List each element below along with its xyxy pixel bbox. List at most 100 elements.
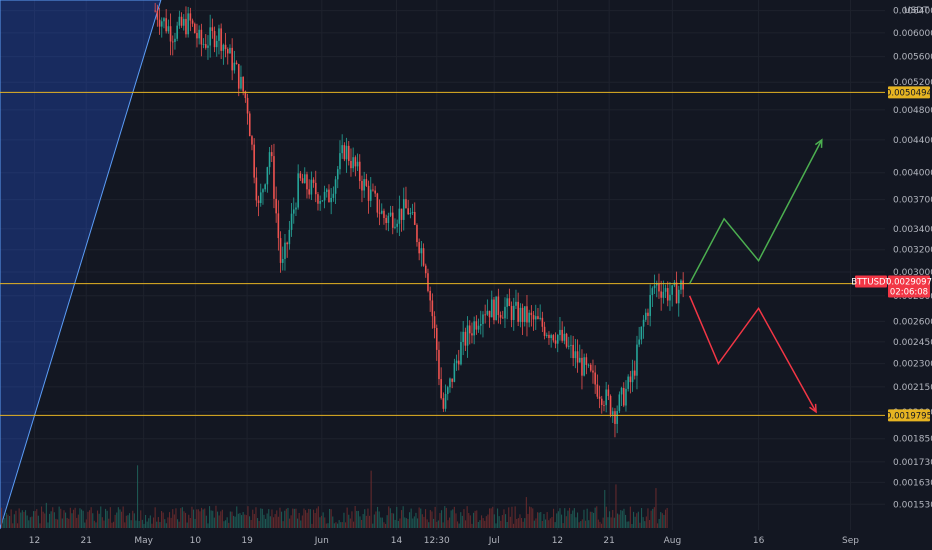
volume-bars <box>1 465 668 528</box>
volume-bar <box>169 512 171 528</box>
time-tick-label: Jun <box>314 536 329 546</box>
volume-bar <box>207 523 209 528</box>
price-badges: 0.00504940.00290050.0019795BTTUSDT0.0029… <box>851 86 932 422</box>
volume-bar <box>420 508 422 528</box>
volume-bar <box>346 507 348 528</box>
symbol-badge-label: BTTUSDT <box>851 278 891 288</box>
volume-bar <box>140 510 142 528</box>
volume-bar <box>220 511 222 528</box>
volume-bar <box>333 523 335 528</box>
volume-bar <box>513 523 515 528</box>
volume-bar <box>583 509 585 528</box>
volume-bar <box>538 512 540 528</box>
candle-body <box>264 184 266 190</box>
volume-bar <box>530 507 532 528</box>
volume-bar <box>364 509 366 528</box>
volume-bar <box>340 522 342 528</box>
volume-bar <box>5 512 7 528</box>
volume-bar <box>425 509 427 528</box>
volume-bar <box>439 513 441 528</box>
volume-bar <box>165 523 167 528</box>
volume-bar <box>324 517 326 528</box>
volume-bar <box>540 512 542 528</box>
candle-body <box>422 248 425 266</box>
volume-bar <box>442 522 444 528</box>
volume-bar <box>434 506 436 528</box>
volume-bar <box>596 506 598 528</box>
candle-body <box>189 13 192 21</box>
volume-bar <box>417 518 419 528</box>
time-axis[interactable] <box>0 530 932 550</box>
volume-bar <box>153 517 155 528</box>
volume-bar <box>61 518 63 528</box>
candle-body <box>570 344 572 346</box>
candle-body <box>220 28 222 51</box>
candle-body <box>169 26 172 42</box>
volume-bar <box>23 511 25 528</box>
price-channel[interactable] <box>0 0 162 530</box>
volume-bar <box>233 515 235 528</box>
volume-bar <box>314 513 316 528</box>
volume-bar <box>309 509 311 528</box>
candle-body <box>519 307 522 322</box>
volume-bar <box>386 515 388 528</box>
candle-body <box>583 357 585 376</box>
volume-bar <box>367 508 369 528</box>
volume-bar <box>95 522 97 528</box>
volume-bar <box>329 508 331 528</box>
candle-body <box>345 145 348 160</box>
volume-bar <box>241 515 243 528</box>
volume-bar <box>412 518 414 528</box>
candle-body <box>383 210 385 218</box>
candle-body <box>354 157 357 167</box>
candle-body <box>598 396 601 399</box>
volume-bar <box>20 512 22 528</box>
candle-body <box>486 310 489 315</box>
volume-bar <box>549 518 551 528</box>
horizontal-levels[interactable] <box>0 91 885 416</box>
candle-body <box>532 315 535 320</box>
volume-bar <box>202 509 204 528</box>
volume-bar <box>492 506 494 528</box>
candle-body <box>376 193 379 213</box>
volume-bar <box>258 520 260 528</box>
candle-body <box>224 44 227 50</box>
candle-body <box>589 364 592 371</box>
volume-bar <box>269 516 271 528</box>
volume-bar <box>383 522 385 528</box>
projection-arrows[interactable] <box>688 138 823 414</box>
volume-bar <box>401 510 403 528</box>
volume-bar <box>285 508 287 528</box>
volume-bar <box>634 516 636 528</box>
volume-bar <box>7 514 9 528</box>
volume-bar <box>228 522 230 528</box>
level-badge <box>888 409 930 422</box>
volume-bar <box>533 520 535 528</box>
volume-bar <box>482 518 484 528</box>
candle-body <box>550 335 552 339</box>
candle-body <box>594 372 596 385</box>
volume-bar <box>529 506 531 528</box>
volume-bar <box>113 521 115 528</box>
candle-body <box>156 10 159 20</box>
candle-body <box>297 173 299 208</box>
volume-bar <box>37 515 39 528</box>
volume-bar <box>444 506 446 528</box>
volume-bar <box>266 513 268 528</box>
volume-bar <box>484 520 486 528</box>
volume-bar <box>301 515 303 528</box>
candle-body <box>660 291 662 298</box>
volume-bar <box>525 497 527 528</box>
candle-body <box>231 47 233 71</box>
volume-bar <box>156 521 158 528</box>
volume-bar <box>21 510 23 528</box>
candle-body <box>328 189 330 203</box>
candle-body <box>268 152 271 168</box>
volume-bar <box>289 518 291 528</box>
volume-bar <box>405 518 407 528</box>
candle-body <box>262 189 264 193</box>
volume-bar <box>391 513 393 528</box>
volume-bar <box>116 512 118 528</box>
candle-body <box>479 324 482 326</box>
